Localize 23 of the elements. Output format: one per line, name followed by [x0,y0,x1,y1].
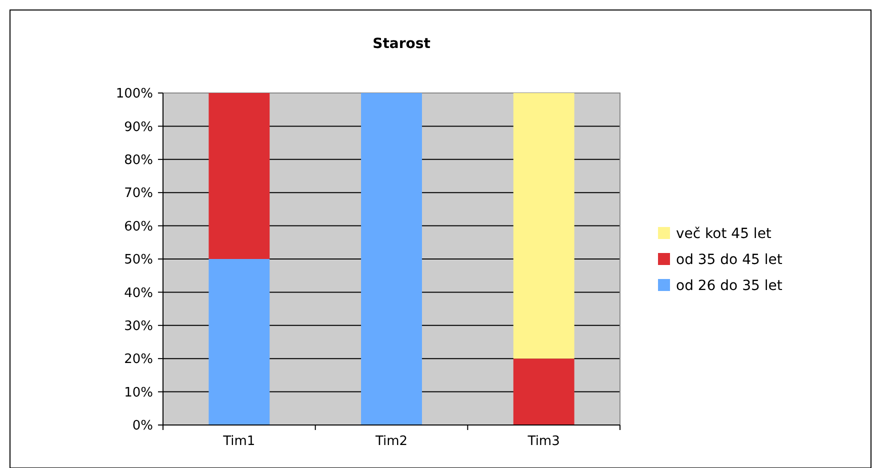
legend-label: več kot 45 let [676,226,772,242]
y-tick-label: 70% [124,186,153,202]
y-tick-label: 100% [116,86,153,102]
y-tick-label: 20% [124,352,153,368]
x-tick-label: Tim3 [526,434,560,449]
y-tick-label: 60% [124,219,153,234]
bar [208,93,270,259]
bar [513,93,574,359]
y-tick-label: 90% [124,120,153,135]
x-tick-label: Tim2 [374,434,408,449]
y-tick-label: 10% [124,385,153,400]
legend-label: od 35 do 45 let [676,252,783,268]
chart-title: Starost [372,36,431,52]
x-tick-label: Tim1 [222,434,256,449]
y-tick-label: 40% [124,286,153,301]
bar [513,358,574,425]
bar [361,93,422,425]
y-tick-label: 50% [124,252,153,268]
y-tick-label: 30% [124,318,153,334]
y-tick-label: 80% [124,152,153,168]
legend-label: od 26 do 35 let [676,278,783,294]
y-tick-label: 0% [132,418,153,434]
bar [208,259,270,425]
